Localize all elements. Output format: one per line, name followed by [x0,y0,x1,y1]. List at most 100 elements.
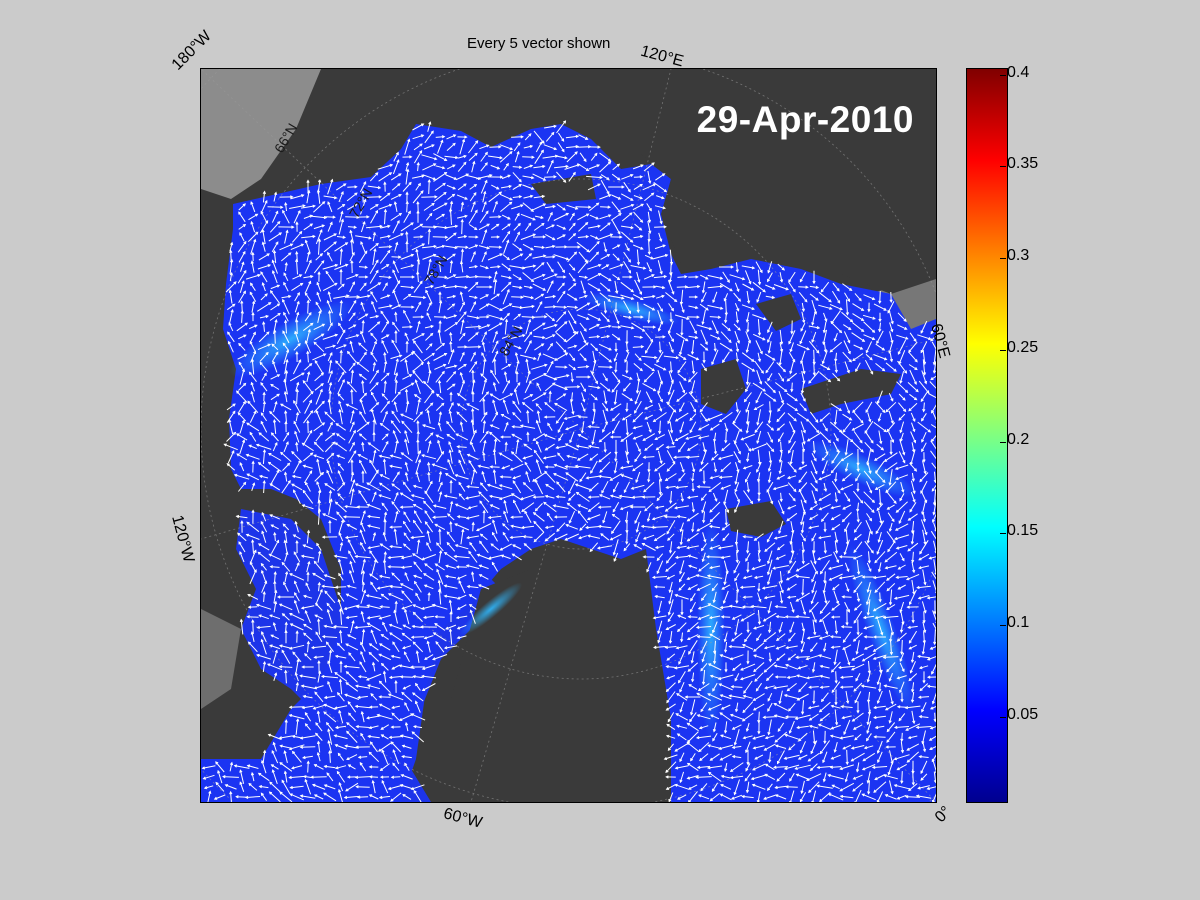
drift-vector [380,423,390,431]
drift-vector [362,320,364,334]
drift-vector-head [386,334,390,338]
drift-vector [356,362,370,372]
drift-vector-head [803,407,807,412]
drift-vector-head [265,351,269,356]
drift-vector-head [740,437,744,441]
drift-vector-head [681,469,685,473]
drift-vector [634,223,642,231]
drift-vector [633,336,643,338]
drift-vector [663,355,679,359]
drift-vector [566,306,578,308]
drift-vector [390,465,402,469]
drift-vector [292,274,302,280]
drift-vector [545,443,555,451]
drift-vector-head [647,219,652,224]
drift-vector-head [391,339,395,343]
drift-vector [468,244,478,250]
drift-vector-head [378,195,383,199]
drift-vector-head [368,236,372,240]
drift-vector-head [232,431,237,436]
drift-vector-head [725,428,729,433]
drift-vector-head [923,470,927,475]
drift-vector-head [572,232,577,237]
drift-vector-head [693,409,696,413]
drift-vector [522,295,534,299]
drift-vector-head [434,195,438,199]
drift-vector [599,152,611,162]
drift-vector-head [330,178,334,183]
drift-vector-head [815,285,820,289]
drift-vector-head [384,282,388,286]
drift-vector-head [743,398,747,403]
drift-vector [520,265,536,269]
drift-vector-head [870,440,874,444]
drift-vector [646,262,652,272]
drift-vector-head [525,358,529,362]
drift-vector [767,331,773,343]
drift-vector-head [888,350,892,354]
drift-vector-head [268,453,272,456]
drift-vector-head [709,427,714,431]
drift-vector [305,281,311,293]
drift-vector [303,275,313,279]
drift-vector [460,202,464,212]
drift-vector-head [921,439,925,443]
drift-vector [564,164,580,170]
drift-vector-head [319,432,323,436]
drift-vector [391,420,401,434]
drift-vector-head [609,233,614,237]
drift-vector [270,374,280,380]
drift-vector-head [595,236,599,240]
drift-vector-head [595,380,598,385]
drift-vector-head [398,173,402,177]
drift-vector-head [745,430,749,434]
drift-vector [625,450,629,464]
drift-vector [676,332,688,342]
drift-vector-head [260,210,264,215]
drift-vector-head [339,349,343,354]
drift-vector-head [404,388,409,393]
drift-vector-head [372,231,377,236]
drift-vector [909,369,917,385]
drift-vector [820,281,830,293]
drift-vector-head [373,449,377,453]
drift-vector-head [671,441,675,446]
drift-vector [304,292,312,302]
drift-vector-head [331,452,335,457]
drift-vector-head [277,303,281,307]
drift-vector-head [628,310,631,315]
drift-vector [413,223,423,231]
drift-vector-head [659,220,663,225]
drift-vector [889,469,893,485]
drift-vector-head [363,181,367,185]
drift-vector-head [352,312,356,316]
drift-vector-head [505,342,509,346]
drift-vector [879,322,881,332]
drift-vector [435,136,445,138]
drift-vector [907,382,919,392]
current-highlight-beaufort [229,300,353,378]
drift-vector-head [355,273,359,278]
drift-vector-head [262,391,266,396]
drift-vector [931,434,936,442]
drift-vector [316,292,322,302]
drift-vector-head [321,422,326,426]
drift-vector [500,282,512,292]
drift-vector-head [295,388,299,393]
drift-vector-head [276,374,281,378]
drift-vector-head [670,308,674,312]
drift-vector-head [695,357,700,361]
drift-vector-head [614,348,618,353]
drift-vector [488,155,502,159]
drift-vector-head [507,267,512,271]
drift-vector-head [564,387,569,391]
drift-vector-head [684,275,688,279]
drift-vector-head [717,456,722,461]
drift-vector-head [477,464,481,468]
drift-vector [523,195,533,199]
drift-vector [260,271,268,283]
drift-vector-head [419,223,424,227]
drift-vector [522,175,534,179]
drift-vector [653,181,667,193]
drift-vector [314,333,324,341]
